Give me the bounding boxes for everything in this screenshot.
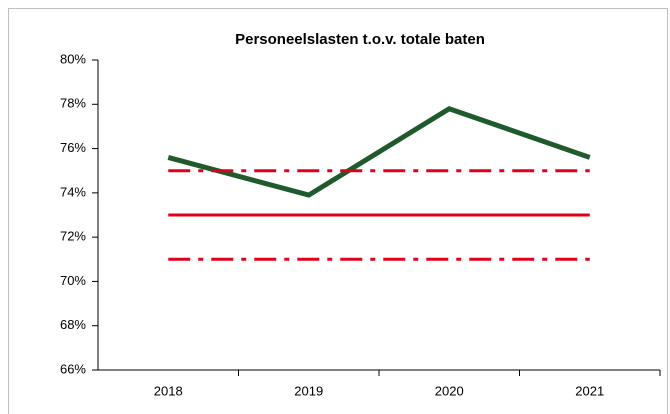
chart-border <box>8 8 668 414</box>
y-tick-label: 68% <box>60 317 86 332</box>
x-tick-label: 2019 <box>294 383 323 398</box>
y-tick-label: 74% <box>60 184 86 199</box>
y-tick-label: 66% <box>60 361 86 376</box>
y-tick-label: 70% <box>60 273 86 288</box>
y-tick-label: 72% <box>60 229 86 244</box>
x-tick-label: 2021 <box>575 383 604 398</box>
series-line <box>167 105 591 198</box>
y-tick-label: 76% <box>60 140 86 155</box>
x-tick-label: 2018 <box>154 383 183 398</box>
x-tick-label: 2020 <box>435 383 464 398</box>
chart-title: Personeelslasten t.o.v. totale baten <box>235 31 485 48</box>
y-tick-label: 80% <box>60 51 86 66</box>
y-tick-label: 78% <box>60 96 86 111</box>
